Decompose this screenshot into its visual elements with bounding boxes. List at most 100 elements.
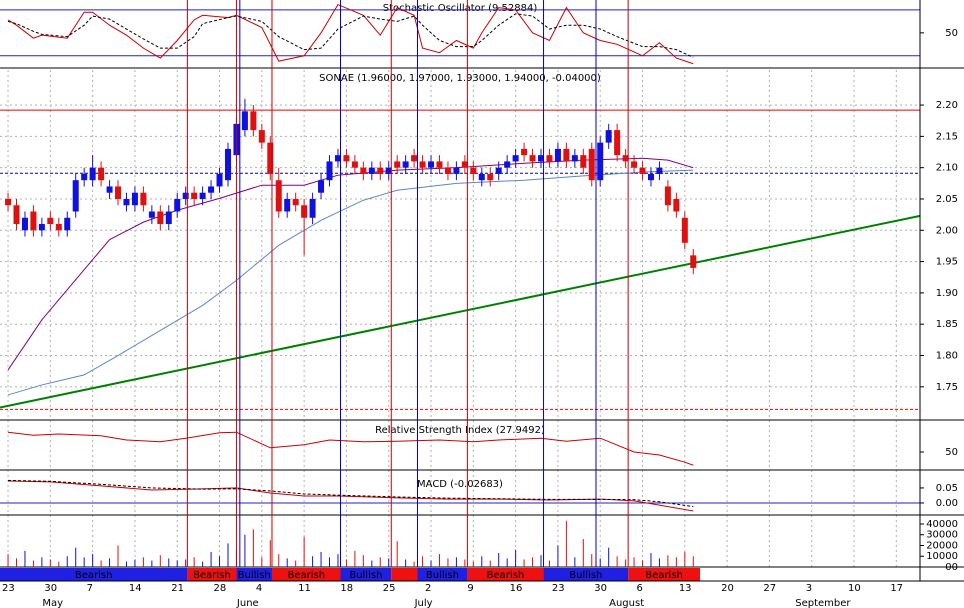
candle-body <box>487 173 494 181</box>
volume-bar <box>455 557 457 567</box>
x-tick-label: 11 <box>298 583 311 594</box>
volume-bar <box>75 547 77 567</box>
candle-body <box>419 161 426 168</box>
volume-bar <box>430 560 432 567</box>
volume-bar <box>337 554 339 567</box>
volume-bar <box>295 560 297 567</box>
volume-bar <box>41 557 43 567</box>
y-tick-label: 30000 <box>926 530 958 541</box>
y-tick-label: 20000 <box>926 540 958 551</box>
candle-body <box>402 161 409 168</box>
volume-bar <box>7 554 9 567</box>
candle-body <box>30 211 37 231</box>
candle-body <box>334 155 341 162</box>
candle-body <box>631 161 638 168</box>
candle-body <box>428 161 435 168</box>
x-tick-label: 23 <box>2 583 15 594</box>
candle-body <box>673 198 680 212</box>
rsi-title: Relative Strength Index (27.9492) <box>375 425 545 436</box>
volume-bar <box>498 553 500 567</box>
volume-bar <box>388 558 390 567</box>
volume-bar <box>312 556 314 567</box>
x-tick-label: 25 <box>383 583 396 594</box>
signal-band <box>0 568 188 581</box>
volume-bar <box>481 556 483 567</box>
volume-bar <box>227 543 229 567</box>
volume-bar <box>608 547 610 567</box>
x-tick-label: 30 <box>594 583 607 594</box>
month-label: September <box>795 598 851 608</box>
volume-bar <box>83 557 85 567</box>
candle-body <box>394 161 401 168</box>
candle-body <box>521 148 528 156</box>
volume-bar <box>286 558 288 567</box>
candle-body <box>647 173 654 181</box>
candle-body <box>106 186 113 193</box>
price-line <box>0 214 921 409</box>
candle-body <box>309 198 316 218</box>
x-tick-label: 4 <box>256 583 262 594</box>
candle-body <box>140 192 147 206</box>
candle-body <box>148 211 155 218</box>
volume-bar <box>219 556 221 567</box>
candle-body <box>301 205 308 218</box>
x-tick-label: 9 <box>467 583 473 594</box>
candle-body <box>191 192 198 199</box>
volume-bar <box>472 561 474 567</box>
candle-body <box>470 167 477 174</box>
volume-bar <box>548 560 550 567</box>
band-label: Bullish <box>349 570 382 581</box>
volume-bar <box>354 550 356 567</box>
candle-body <box>208 186 215 193</box>
candle-body <box>47 217 54 225</box>
volume-bar <box>599 558 601 567</box>
volume-bar <box>582 539 584 567</box>
volume-bar <box>379 557 381 567</box>
volume-bar <box>193 557 195 567</box>
volume-bar <box>506 558 508 567</box>
x-tick-label: 16 <box>510 583 523 594</box>
x-tick-label: 30 <box>44 583 57 594</box>
volume-bar <box>100 560 102 567</box>
volume-bar <box>362 555 364 567</box>
volume-bar <box>371 560 373 567</box>
volume-bar <box>591 554 593 567</box>
y-tick-label: 50 <box>945 28 958 39</box>
y-tick-label: 50 <box>945 447 958 458</box>
candle-body <box>512 155 519 162</box>
volume-bar <box>58 561 60 567</box>
candle-body <box>21 217 28 231</box>
x-tick-label: 20 <box>721 583 734 594</box>
candle-body <box>123 198 130 206</box>
candle-body <box>411 155 418 162</box>
volume-bar <box>109 558 111 567</box>
volume-bar <box>252 529 254 567</box>
indicator-line <box>8 479 694 508</box>
volume-bar <box>396 541 398 567</box>
stochastic-title: Stochastic Oscillator (9.52884) <box>383 3 538 14</box>
volume-bar <box>667 555 669 567</box>
x-tick-label: 2 <box>425 583 431 594</box>
signal-band <box>187 568 237 581</box>
candle-body <box>377 167 384 174</box>
candle-body <box>292 198 299 206</box>
price-title: SONAE (1.96000, 1.97000, 1.93000, 1.9400… <box>319 73 601 84</box>
indicator-line <box>8 480 694 512</box>
volume-bar <box>515 549 517 567</box>
volume-bar <box>134 559 136 567</box>
x-tick-label: 21 <box>171 583 184 594</box>
candle-body <box>529 155 536 162</box>
candle-body <box>504 161 511 168</box>
volume-bar <box>438 554 440 567</box>
volume-bar <box>32 560 34 567</box>
y-tick-label: 1.90 <box>936 288 958 299</box>
volume-bar <box>405 559 407 567</box>
volume-bar <box>202 561 204 567</box>
candle-body <box>681 217 688 243</box>
band-label: Bullish <box>238 570 271 581</box>
signal-band <box>628 568 701 581</box>
signal-band <box>543 568 629 581</box>
candle-body <box>444 167 451 174</box>
candle-body <box>13 205 20 225</box>
indicator-line <box>7 3 694 65</box>
